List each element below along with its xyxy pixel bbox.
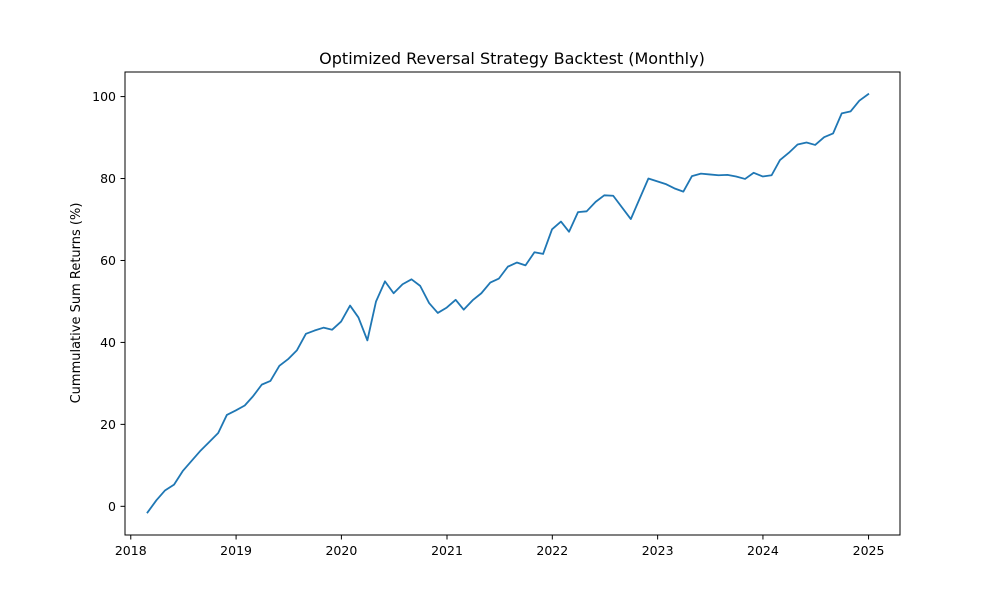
y-tick-label: 20 xyxy=(100,417,116,432)
y-tick-label: 60 xyxy=(100,253,116,268)
x-tick-label: 2020 xyxy=(325,543,357,558)
series-layer xyxy=(146,92,870,514)
x-tick-label: 2024 xyxy=(747,543,779,558)
chart-title: Optimized Reversal Strategy Backtest (Mo… xyxy=(319,49,705,68)
x-tick-label: 2022 xyxy=(536,543,568,558)
series-line xyxy=(146,92,870,514)
x-axis: 2018 2019 2020 2021 2022 2023 2024 2025 xyxy=(115,535,885,558)
x-tick-label: 2021 xyxy=(431,543,463,558)
y-tick-label: 80 xyxy=(100,171,116,186)
x-tick-label: 2025 xyxy=(853,543,885,558)
y-axis: 0 20 40 60 80 100 xyxy=(92,89,125,514)
y-axis-title: Cummulative Sum Returns (%) xyxy=(69,203,84,404)
y-tick-label: 40 xyxy=(100,335,116,350)
plot-area-frame xyxy=(124,71,901,536)
x-tick-label: 2018 xyxy=(115,543,147,558)
y-tick-label: 100 xyxy=(92,89,116,104)
x-tick-label: 2023 xyxy=(642,543,674,558)
y-tick-label: 0 xyxy=(108,499,116,514)
x-tick-label: 2019 xyxy=(220,543,252,558)
